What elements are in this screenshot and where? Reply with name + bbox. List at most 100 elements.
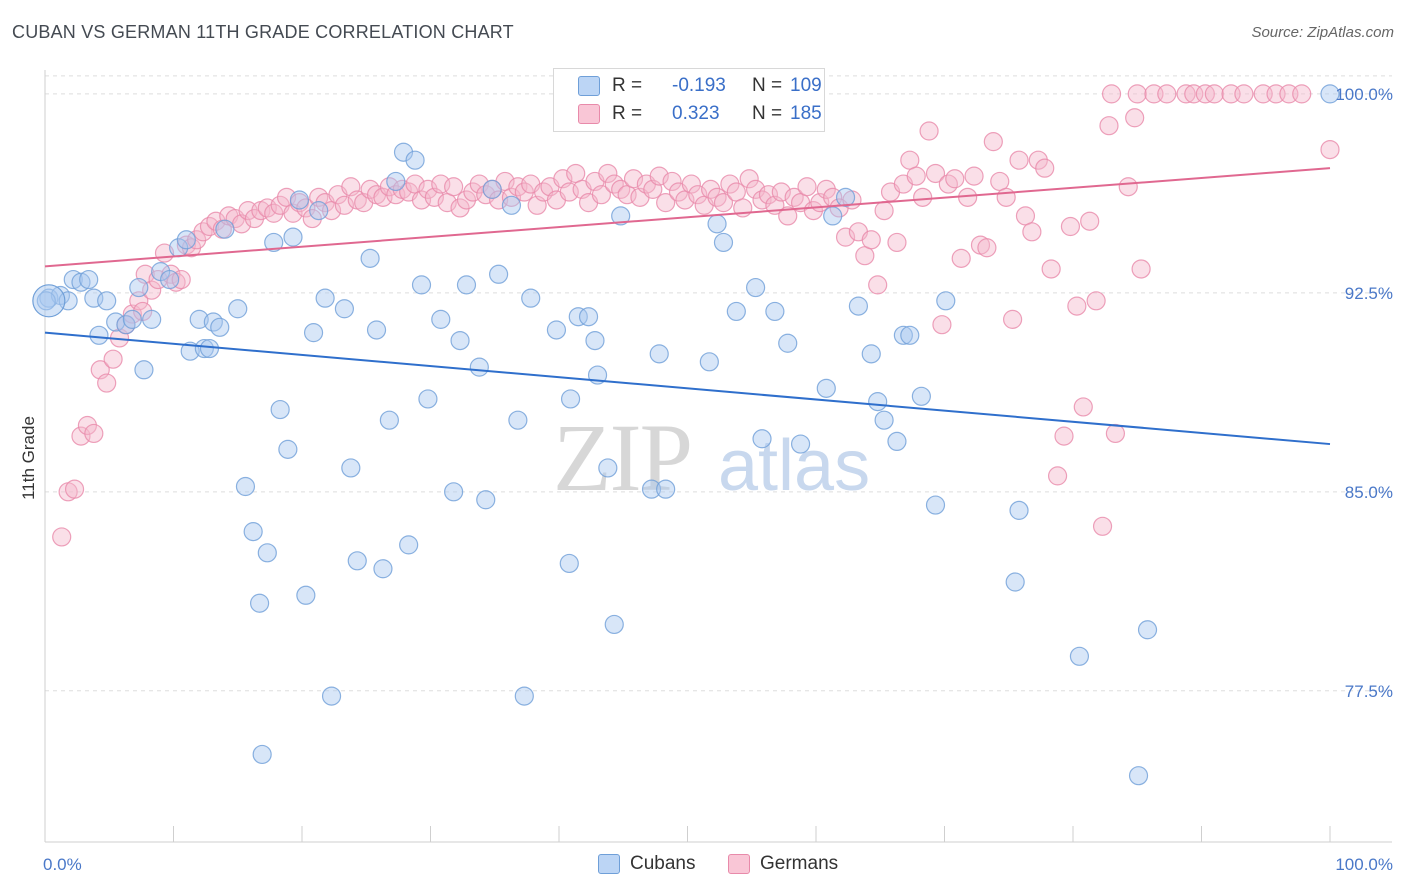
cuban-point [360,248,380,268]
cuban-point [900,325,920,345]
cuban-point [936,291,956,311]
cuban-point [289,190,310,210]
cuban-point [868,392,888,412]
cuban-point [366,320,387,340]
series-cubans-points [32,84,1340,786]
legend-label-germans: Germans [760,853,839,874]
german-point [938,174,958,194]
cuban-point [611,206,631,226]
cuban-point [194,338,214,359]
german-point [720,174,740,194]
german-point [835,227,856,247]
german-point [983,132,1003,152]
german-point [1028,150,1048,170]
cuban-point [134,360,154,380]
cuban-point [235,476,256,497]
german-point [662,171,682,192]
cuban-point [321,686,342,706]
trend-line-cubans [44,331,1331,446]
legend-n-label: N = [752,75,783,96]
german-point [97,373,117,393]
cuban-point [257,543,277,563]
cuban-point [887,431,907,452]
cuban-point [1128,766,1149,786]
german-point [855,246,875,266]
german-point [887,232,907,253]
cuban-point [598,458,618,478]
cuban-point [160,269,180,290]
german-point [1118,177,1138,197]
legend-item-germans[interactable]: Germans [728,852,838,876]
cuban-point [559,553,579,574]
x-tick-label: 100.0% [1335,855,1393,874]
cuban-point [252,744,272,765]
cuban-point [180,341,200,361]
watermark-zip: ZIP [553,404,691,511]
axes [44,70,1392,843]
german-point [1092,516,1113,536]
cuban-point [379,410,399,430]
cuban-point [790,434,811,454]
german-point [1041,259,1061,279]
cuban-point [476,490,496,510]
cuban-point [585,330,605,351]
cuban-point [508,410,528,430]
cuban-point [778,333,798,353]
german-point [958,187,978,207]
cuban-point [142,309,162,329]
german-point [623,169,644,189]
cuban-point [911,386,931,406]
cuban-point [264,232,284,253]
cuban-point [309,201,329,221]
cuban-point [469,357,489,377]
german-point [1073,397,1093,417]
cuban-point [79,269,99,290]
cuban-point [746,277,766,298]
german-point [598,163,618,184]
cuban-point [89,325,109,345]
cuban-point [203,312,223,332]
german-point [469,174,489,194]
german-point [861,230,881,250]
y-tick-label: 92.5% [1345,284,1393,303]
german-point [193,222,213,242]
german-point [681,174,701,194]
cuban-point [649,344,669,364]
cuban-point [334,299,355,319]
cuban-point [835,187,856,207]
cuban-point [501,195,522,215]
cuban-point [823,206,843,226]
german-point [264,203,284,223]
legend-r-value-cubans: -0.193 [672,75,726,96]
german-point [1015,206,1036,226]
german-point [1131,259,1151,279]
legend-swatch-cubans [598,854,620,874]
german-point [129,291,149,311]
german-point [52,527,72,547]
german-point [1035,158,1055,178]
cuban-point [874,410,894,430]
cuban-point [431,309,451,329]
german-point [771,182,791,202]
german-point [688,185,708,205]
watermark-atlas: atlas [718,426,870,506]
cuban-point [699,352,719,372]
legend-item-cubans[interactable]: Cubans [598,852,696,876]
cuban-point [514,686,534,706]
german-point [77,415,98,436]
german-point [649,166,669,186]
cuban-point [189,309,209,329]
german-point [996,187,1016,207]
grid-lines [45,75,1392,692]
german-point [302,208,322,229]
german-point [778,206,798,226]
y-tick-label: 85.0% [1345,483,1393,502]
cuban-point [97,291,117,311]
german-point [1127,84,1147,104]
german-point [964,166,984,186]
german-point [476,185,496,205]
german-point [444,177,464,197]
german-point [1176,84,1196,104]
cuban-point [816,378,836,398]
